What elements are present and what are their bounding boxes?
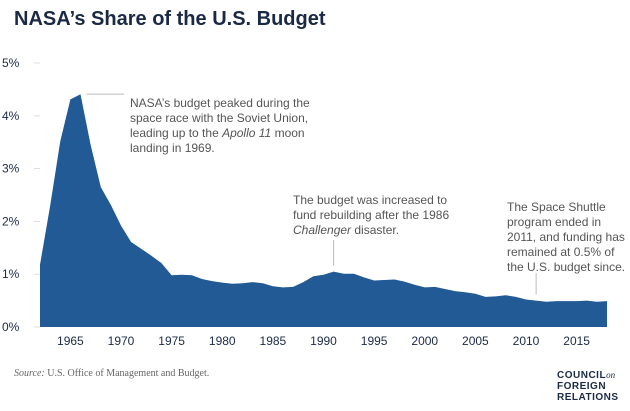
y-tick-label: 1% [2,267,20,281]
logo-on: on [606,370,616,380]
y-tick-label: 4% [2,109,20,123]
chart: 0% 1% 2% 3% 4% 5% 1965 1970 1975 1980 1985 1990 1995… [2,56,607,348]
area-series [40,94,607,327]
x-tick-label: 1965 [57,334,84,348]
y-tick-label: 2% [2,214,20,228]
x-tick-label: 1995 [361,334,388,348]
x-tick-label: 1970 [108,334,135,348]
source-label: Source: [14,368,45,379]
cfr-logo: COUNCILon FOREIGN RELATIONS [557,370,619,403]
annotation-peak: NASA’s budget peaked during the space rac… [130,96,310,155]
logo-line2: FOREIGN [557,381,607,392]
x-tick-label: 1980 [209,334,236,348]
x-tick-label: 1985 [260,334,287,348]
x-tick-label: 1990 [310,334,337,348]
y-tick-label: 0% [2,320,20,334]
x-tick-label: 2005 [462,334,489,348]
chart-title: NASA’s Share of the U.S. Budget [14,8,326,30]
logo-line1: COUNCIL [557,370,607,381]
x-tick-label: 2015 [563,334,590,348]
source-note: Source: U.S. Office of Management and Bu… [14,368,209,379]
source-text: U.S. Office of Management and Budget. [47,368,210,379]
y-tick-label: 3% [2,162,20,176]
x-tick-label: 2000 [411,334,438,348]
y-tick-label: 5% [2,56,20,70]
annotation-shuttle: The Space Shuttle program ended in 2011, a… [507,200,626,274]
x-tick-label: 2010 [513,334,540,348]
logo-line3: RELATIONS [557,392,619,403]
annotation-challenger: The budget was increased to fund rebuildi… [293,193,450,237]
x-tick-label: 1975 [158,334,185,348]
